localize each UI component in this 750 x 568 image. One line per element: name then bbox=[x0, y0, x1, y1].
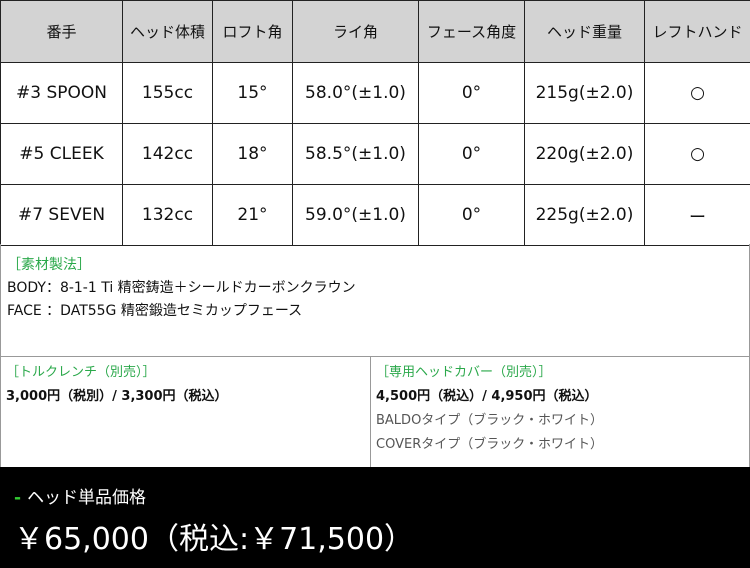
table-cell: 215g(±2.0) bbox=[524, 62, 645, 124]
spec-table: 番手 ヘッド体積 ロフト角 ライ角 フェース角度 ヘッド重量 レフトハンド #3… bbox=[0, 0, 750, 246]
table-cell: 21° bbox=[212, 184, 293, 246]
wrench-price: 3,000円（税別）/ 3,300円（税込） bbox=[6, 389, 228, 404]
table-cell: ○ bbox=[644, 62, 750, 124]
header-cell: ヘッド重量 bbox=[524, 0, 645, 63]
table-cell: ー bbox=[644, 184, 750, 246]
table-cell: ○ bbox=[644, 123, 750, 185]
wrench-title: ［トルクレンチ（別売）］ bbox=[6, 365, 156, 380]
table-row: #3 SPOON 155cc 15° 58.0°(±1.0) 0° 215g(±2.0) ○ bbox=[0, 62, 750, 124]
table-cell: 0° bbox=[418, 123, 525, 185]
header-cell: フェース角度 bbox=[418, 0, 525, 63]
table-cell: #3 SPOON bbox=[0, 62, 123, 124]
cover-price: 4,500円（税込）/ 4,950円（税込） bbox=[376, 389, 598, 404]
cover-type: BALDOタイプ（ブラック・ホワイト） bbox=[376, 413, 604, 428]
material-body: BODY：8-1-1 Ti 精密鋳造＋シールドカーボンクラウン bbox=[7, 280, 356, 296]
table-cell: 0° bbox=[418, 184, 525, 246]
table-cell: 0° bbox=[418, 62, 525, 124]
cover-title: ［専用ヘッドカバー（別売）］ bbox=[376, 365, 552, 380]
footer-label: ヘッド単品価格 bbox=[27, 488, 147, 508]
cover-section: ［専用ヘッドカバー（別売）］ 4,500円（税込）/ 4,950円（税込） BA… bbox=[370, 356, 750, 468]
table-cell: 132cc bbox=[122, 184, 213, 246]
table-cell: 225g(±2.0) bbox=[524, 184, 645, 246]
table-cell: 58.5°(±1.0) bbox=[292, 123, 419, 185]
material-section: ［素材製法］ BODY：8-1-1 Ti 精密鋳造＋シールドカーボンクラウン F… bbox=[0, 244, 750, 357]
table-cell: #5 CLEEK bbox=[0, 123, 123, 185]
table-cell: 15° bbox=[212, 62, 293, 124]
material-face: FACE ：DAT55G 精密鍛造セミカップフェース bbox=[7, 303, 303, 319]
header-cell: ライ角 bbox=[292, 0, 419, 63]
cover-type: COVERタイプ（ブラック・ホワイト） bbox=[376, 437, 603, 452]
header-cell: 番手 bbox=[0, 0, 123, 63]
dash-icon: - bbox=[14, 488, 22, 508]
table-cell: 58.0°(±1.0) bbox=[292, 62, 419, 124]
table-cell: #7 SEVEN bbox=[0, 184, 123, 246]
table-cell: 155cc bbox=[122, 62, 213, 124]
price-footer: - ヘッド単品価格 ￥65,000（税込:￥71,500） bbox=[0, 467, 750, 568]
material-title: ［素材製法］ bbox=[7, 257, 91, 273]
table-cell: 220g(±2.0) bbox=[524, 123, 645, 185]
header-cell: ヘッド体積 bbox=[122, 0, 213, 63]
table-cell: 142cc bbox=[122, 123, 213, 185]
table-header-row: 番手 ヘッド体積 ロフト角 ライ角 フェース角度 ヘッド重量 レフトハンド bbox=[0, 0, 750, 63]
table-row: #7 SEVEN 132cc 21° 59.0°(±1.0) 0° 225g(±2.0) ー bbox=[0, 184, 750, 246]
header-cell: レフトハンド bbox=[644, 0, 750, 63]
wrench-section: ［トルクレンチ（別売）］ 3,000円（税別）/ 3,300円（税込） bbox=[0, 356, 371, 468]
header-cell: ロフト角 bbox=[212, 0, 293, 63]
footer-price: ￥65,000（税込:￥71,500） bbox=[14, 522, 415, 557]
table-row: #5 CLEEK 142cc 18° 58.5°(±1.0) 0° 220g(±2.0) ○ bbox=[0, 123, 750, 185]
table-cell: 18° bbox=[212, 123, 293, 185]
table-cell: 59.0°(±1.0) bbox=[292, 184, 419, 246]
